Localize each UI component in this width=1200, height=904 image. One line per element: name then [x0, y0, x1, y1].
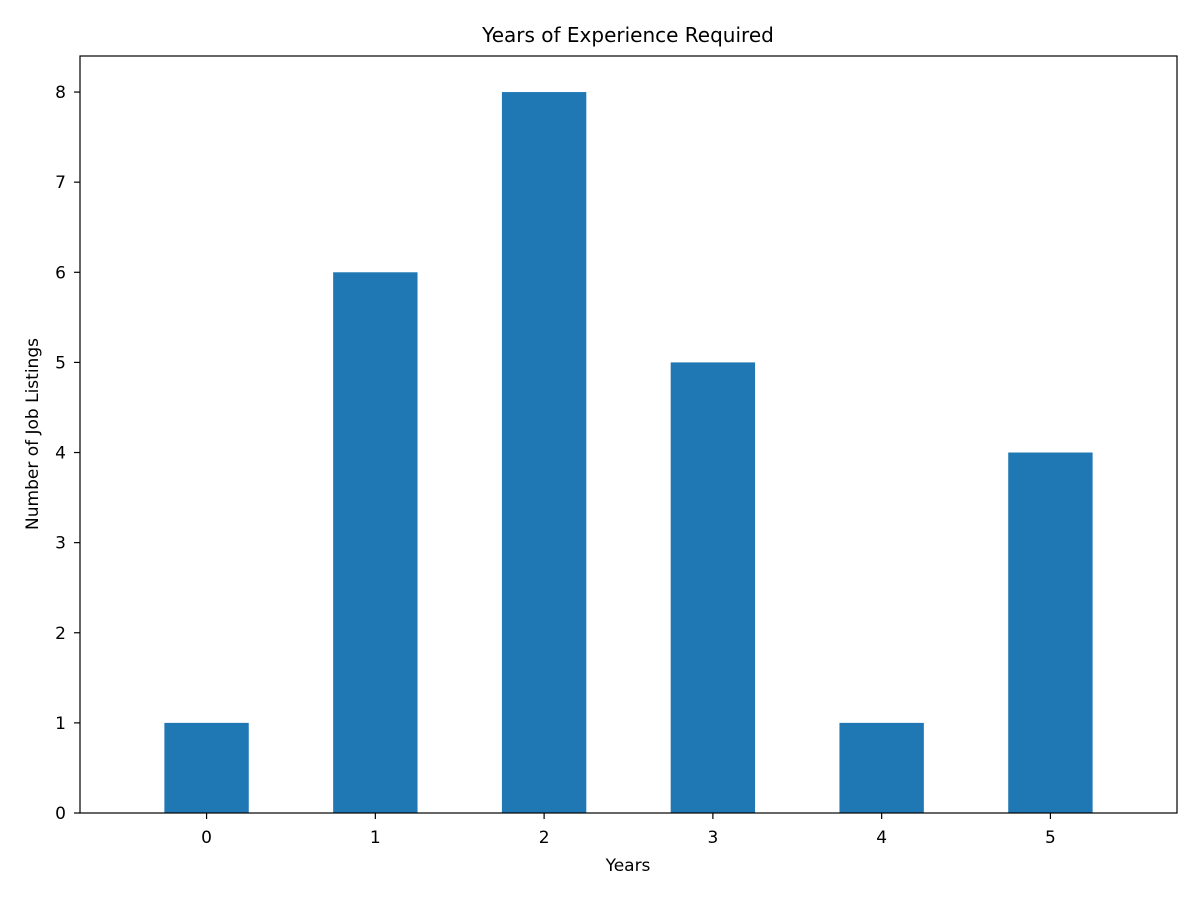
x-axis-label: Years [605, 856, 651, 876]
ticks-layer: 0 1 2 3 4 5 0 1 2 3 4 5 6 7 8 [55, 83, 1056, 848]
y-tick-label: 6 [55, 263, 66, 283]
y-tick-label: 4 [55, 444, 66, 464]
x-tick-label: 2 [539, 828, 550, 848]
y-tick-label: 7 [55, 173, 66, 193]
bar-3 [670, 362, 756, 813]
x-tick-label: 5 [1045, 828, 1056, 848]
x-tick-label: 0 [201, 828, 212, 848]
y-tick-label: 1 [55, 714, 66, 734]
bars-layer [164, 92, 1093, 814]
chart-title: Years of Experience Required [481, 23, 774, 47]
y-tick-label: 8 [55, 83, 66, 103]
y-tick-label: 0 [55, 804, 66, 824]
bar-2 [501, 92, 587, 814]
y-tick-label: 5 [55, 353, 66, 373]
bar-0 [164, 722, 249, 813]
x-tick-label: 1 [370, 828, 381, 848]
x-tick-label: 4 [876, 828, 887, 848]
y-axis-label: Number of Job Listings [23, 338, 43, 530]
plot-frame [79, 55, 1178, 814]
bar-4 [839, 722, 924, 813]
bar-1 [333, 272, 418, 813]
y-tick-label: 2 [55, 624, 66, 644]
x-tick-label: 3 [707, 828, 718, 848]
y-tick-label: 3 [55, 534, 66, 554]
bar-5 [1008, 452, 1093, 813]
